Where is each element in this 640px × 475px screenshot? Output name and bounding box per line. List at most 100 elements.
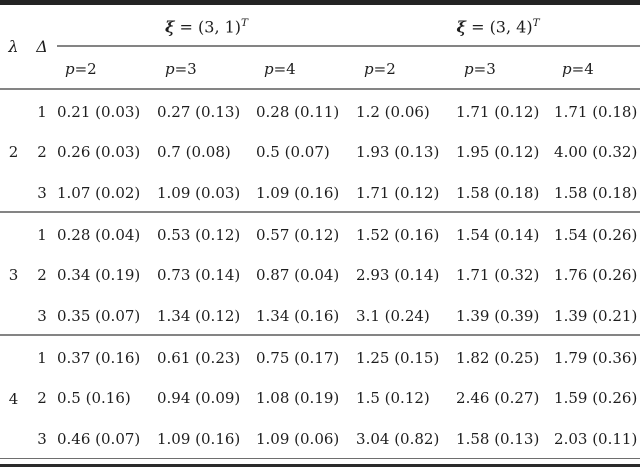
result-cell: 1.39 (0.39) [456, 293, 555, 336]
result-cell: 0.61 (0.23) [157, 348, 241, 367]
result-cell: 0.37 (0.16) [57, 348, 141, 367]
lambda-value: 4 [8, 389, 19, 408]
result-cell: 0.94 (0.09) [157, 389, 241, 407]
result-cell: 1.58 (0.18) [456, 170, 555, 213]
p-symbol: p [364, 60, 374, 78]
result-cell: 1.54 (0.14) [456, 225, 540, 244]
result-cell: 1.09 (0.16) [256, 170, 357, 213]
xi-34-equation: = (3, 4) [465, 17, 533, 37]
result-cell: 1.93 (0.13) [356, 143, 440, 161]
result-cell: 1.95 (0.12) [456, 143, 540, 161]
xi-symbol: ξ [164, 17, 175, 37]
transpose-superscript: T [241, 17, 249, 30]
result-cell: 1.76 (0.26) [554, 266, 638, 284]
delta-value: 1 [37, 102, 47, 121]
result-cell: 1.2 (0.06) [356, 102, 430, 121]
table-row: 2 0.5 (0.16) 0.94 (0.09) 1.08 (0.19) 1.5 (0.… [0, 376, 640, 417]
result-cell: 1.71 (0.12) [356, 170, 457, 213]
delta-value: 1 [37, 348, 47, 367]
col-header-lambda: λ [0, 2, 27, 90]
result-cell: 0.26 (0.03) [57, 143, 141, 161]
subheader-row: p=2 p=3 p=4 p=2 p=3 p=4 [0, 45, 640, 90]
p-value: =2 [74, 60, 97, 78]
result-cell: 1.71 (0.12) [456, 102, 540, 121]
delta-value: 3 [37, 430, 47, 448]
p-symbol: p [464, 60, 474, 78]
result-cell: 1.25 (0.15) [356, 348, 440, 367]
result-cell: 1.52 (0.16) [356, 225, 440, 244]
result-cell: 0.21 (0.03) [57, 102, 141, 121]
transpose-superscript: T [532, 17, 540, 30]
p-symbol: p [65, 60, 75, 78]
col-header-delta: Δ [27, 2, 57, 90]
delta-value: 3 [27, 170, 57, 213]
result-cell: 0.7 (0.08) [157, 143, 231, 161]
table-row: 3 1 0.28 (0.04) 0.53 (0.12) 0.57 (0.12) 1.52 … [0, 211, 640, 336]
result-cell: 2.46 (0.27) [456, 389, 540, 407]
result-cell: 0.28 (0.11) [256, 102, 340, 121]
result-cell: 0.5 (0.07) [256, 143, 330, 161]
delta-symbol: Δ [36, 36, 48, 56]
table-body: 2 1 0.21 (0.03) 0.27 (0.13) 0.28 (0.11) 1.2 (… [0, 88, 640, 458]
table-row: 3 0.46 (0.07) 1.09 (0.16) 1.09 (0.06) 3.04 (… [0, 417, 640, 458]
delta-value: 3 [27, 293, 57, 336]
lambda-value: 3 [0, 211, 27, 336]
result-cell: 1.09 (0.03) [157, 170, 256, 213]
col-header-p: p=2 [57, 45, 157, 90]
p-value: =3 [174, 60, 197, 78]
col-header-p: p=4 [554, 45, 640, 90]
result-cell: 1.82 (0.25) [456, 348, 540, 367]
result-cell: 2.03 (0.11) [554, 430, 638, 448]
result-cell: 1.07 (0.02) [57, 170, 157, 213]
result-cell: 0.46 (0.07) [57, 430, 141, 448]
result-cell: 0.87 (0.04) [256, 266, 340, 284]
result-cell: 1.09 (0.16) [157, 430, 241, 448]
table-row: 2 0.26 (0.03) 0.7 (0.08) 0.5 (0.07) 1.93 (0.… [0, 130, 640, 171]
table-row: 3 0.35 (0.07) 1.34 (0.12) 1.34 (0.16) 3.1 (0… [0, 293, 640, 336]
lambda-symbol: λ [8, 36, 19, 56]
p-symbol: p [165, 60, 175, 78]
result-cell: 1.54 (0.26) [554, 225, 638, 244]
p-value: =4 [273, 60, 296, 78]
result-cell: 1.79 (0.36) [554, 348, 638, 367]
col-group-header-xi-31: ξ = (3, 1)T [57, 2, 357, 47]
result-cell: 1.71 (0.32) [456, 266, 540, 284]
table-row: 2 1 0.21 (0.03) 0.27 (0.13) 0.28 (0.11) 1.2 (… [0, 88, 640, 213]
result-cell: 1.71 (0.18) [554, 102, 638, 121]
p-symbol: p [264, 60, 274, 78]
table-row: 4 1 0.37 (0.16) 0.61 (0.23) 0.75 (0.17) 1.25 … [0, 335, 640, 408]
col-group-header-xi-34: ξ = (3, 4)T [356, 2, 640, 47]
result-cell: 1.09 (0.06) [256, 430, 340, 448]
result-cell: 0.5 (0.16) [57, 389, 131, 407]
table-row: 2 0.34 (0.19) 0.73 (0.14) 0.87 (0.04) 2.93 (… [0, 253, 640, 294]
delta-value: 2 [37, 266, 47, 284]
result-cell: 1.59 (0.26) [554, 389, 638, 407]
p-value: =4 [571, 60, 594, 78]
table-row: 3 1.07 (0.02) 1.09 (0.03) 1.09 (0.16) 1.71 (… [0, 170, 640, 213]
result-cell: 1.58 (0.13) [456, 430, 540, 448]
lambda-value: 2 [0, 88, 27, 213]
results-table: λ Δ ξ = (3, 1)T ξ = (3, 4)T p=2 p=3 p=4 p=2… [0, 0, 640, 458]
group-header-row: λ Δ ξ = (3, 1)T ξ = (3, 4)T [0, 2, 640, 90]
delta-value: 2 [37, 143, 47, 161]
delta-value: 2 [37, 389, 47, 407]
result-cell: 0.57 (0.12) [256, 225, 340, 244]
result-cell: 0.35 (0.07) [57, 293, 157, 336]
result-cell: 0.75 (0.17) [256, 348, 340, 367]
p-symbol: p [562, 60, 572, 78]
result-cell: 1.34 (0.12) [157, 293, 256, 336]
col-header-p: p=2 [356, 45, 457, 90]
p-value: =2 [373, 60, 396, 78]
xi-symbol: ξ [456, 17, 466, 37]
result-cell: 1.34 (0.16) [256, 293, 357, 336]
result-cell: 2.93 (0.14) [356, 266, 440, 284]
result-cell: 0.28 (0.04) [57, 225, 141, 244]
result-cell: 0.27 (0.13) [157, 102, 241, 121]
col-header-p: p=4 [256, 45, 357, 90]
table-bottom-double-rule [0, 457, 640, 467]
col-header-p: p=3 [456, 45, 555, 90]
p-value: =3 [473, 60, 496, 78]
result-cell: 0.53 (0.12) [157, 225, 241, 244]
result-cell: 1.5 (0.12) [356, 389, 430, 407]
result-cell: 1.39 (0.21) [554, 293, 640, 336]
